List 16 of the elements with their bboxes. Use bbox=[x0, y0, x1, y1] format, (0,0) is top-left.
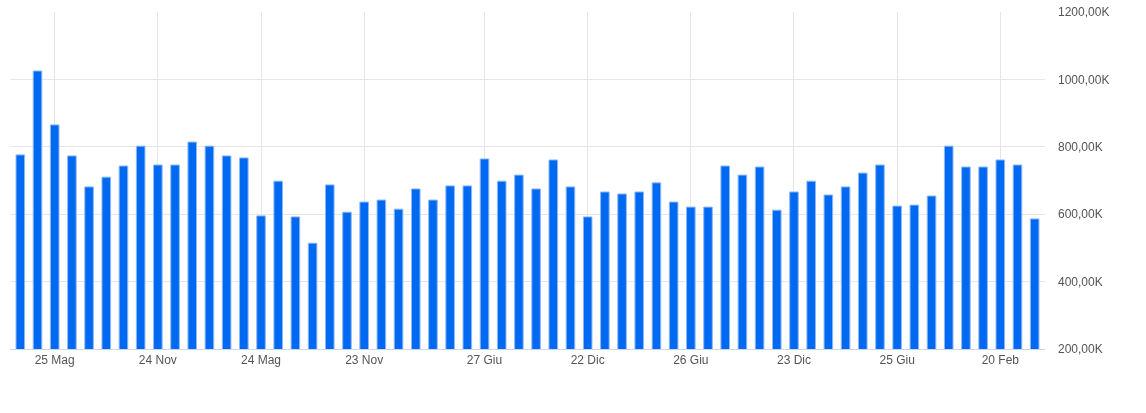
x-tick-label: 25 Mag bbox=[34, 353, 75, 368]
y-tick-label: 400,00K bbox=[1058, 274, 1103, 289]
x-tick-label: 25 Giu bbox=[879, 353, 915, 368]
x-tick-label: 27 Giu bbox=[466, 353, 503, 368]
x-tick-label: 23 Dic bbox=[776, 353, 811, 368]
x-tick-label: 24 Mag bbox=[240, 353, 282, 368]
x-tick-label: 20 Feb bbox=[981, 353, 1020, 368]
y-tick-label: 800,00K bbox=[1058, 140, 1103, 154]
y-tick-label: 200,00K bbox=[1058, 342, 1103, 357]
x-tick-label: 22 Dic bbox=[570, 353, 605, 368]
y-tick-label: 1200,00K bbox=[1058, 5, 1110, 20]
x-tick-label: 23 Nov bbox=[345, 353, 384, 368]
x-tick-label: 26 Giu bbox=[673, 353, 709, 368]
y-tick-label: 600,00K bbox=[1058, 207, 1103, 222]
x-tick-label: 24 Nov bbox=[138, 353, 177, 368]
y-tick-label: 1000,00K bbox=[1058, 72, 1110, 87]
